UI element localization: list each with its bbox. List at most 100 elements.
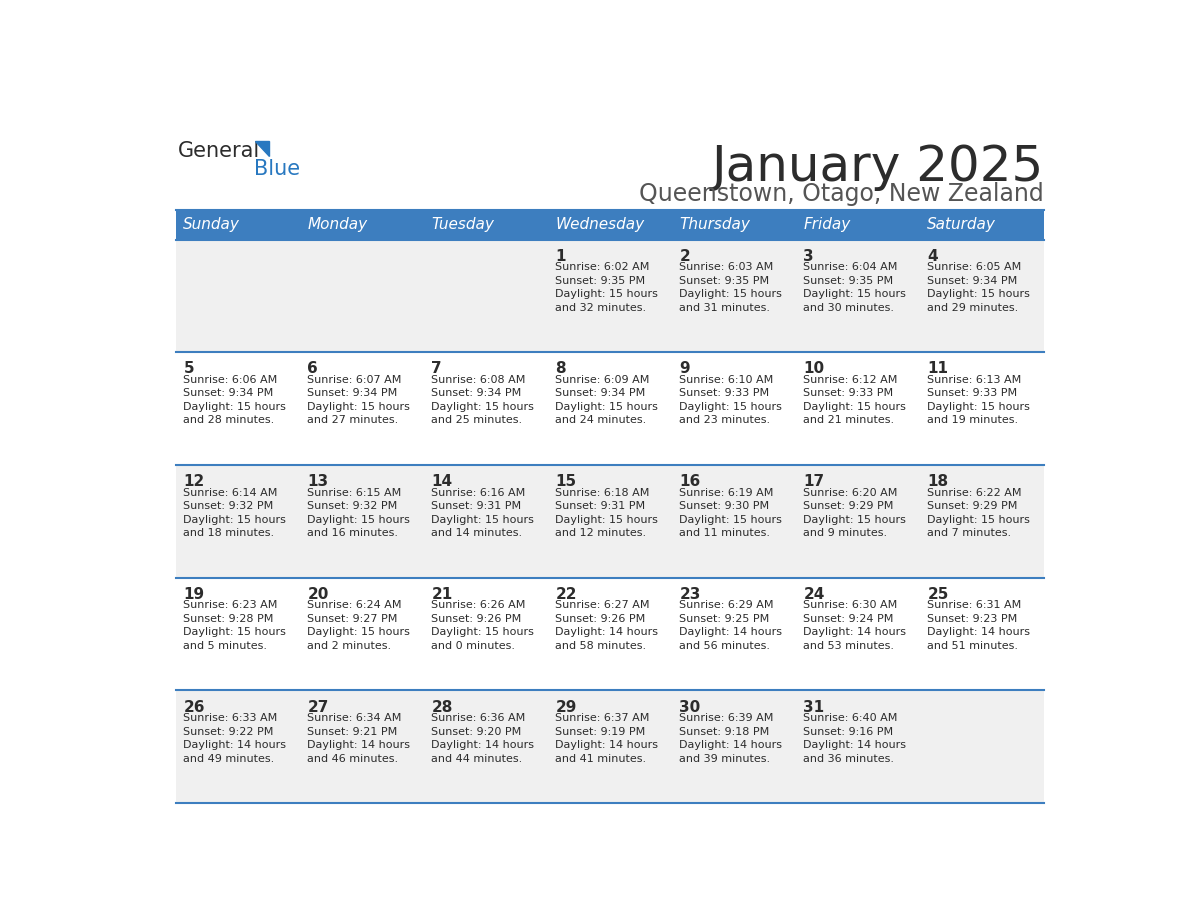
Text: 2: 2: [680, 249, 690, 263]
Text: Sunrise: 6:40 AM: Sunrise: 6:40 AM: [803, 713, 898, 723]
Text: Sunset: 9:34 PM: Sunset: 9:34 PM: [928, 275, 1018, 285]
Text: Sunset: 9:29 PM: Sunset: 9:29 PM: [803, 501, 893, 511]
Text: and 44 minutes.: and 44 minutes.: [431, 754, 523, 764]
Text: and 56 minutes.: and 56 minutes.: [680, 641, 770, 651]
Text: Daylight: 14 hours: Daylight: 14 hours: [803, 627, 906, 637]
Text: Sunrise: 6:16 AM: Sunrise: 6:16 AM: [431, 487, 525, 498]
Text: Monday: Monday: [308, 218, 367, 232]
Text: Sunrise: 6:29 AM: Sunrise: 6:29 AM: [680, 600, 773, 610]
Text: and 41 minutes.: and 41 minutes.: [555, 754, 646, 764]
Text: Sunrise: 6:05 AM: Sunrise: 6:05 AM: [928, 263, 1022, 273]
Text: and 23 minutes.: and 23 minutes.: [680, 415, 771, 425]
Text: and 21 minutes.: and 21 minutes.: [803, 415, 895, 425]
Text: Daylight: 14 hours: Daylight: 14 hours: [183, 740, 286, 750]
Text: Sunrise: 6:10 AM: Sunrise: 6:10 AM: [680, 375, 773, 385]
Text: Daylight: 15 hours: Daylight: 15 hours: [308, 515, 410, 525]
Text: Sunset: 9:21 PM: Sunset: 9:21 PM: [308, 727, 398, 736]
Text: Sunset: 9:24 PM: Sunset: 9:24 PM: [803, 614, 893, 624]
Text: Sunset: 9:34 PM: Sunset: 9:34 PM: [555, 388, 645, 398]
Text: and 29 minutes.: and 29 minutes.: [928, 303, 1018, 313]
Text: Daylight: 15 hours: Daylight: 15 hours: [308, 627, 410, 637]
Text: Sunset: 9:33 PM: Sunset: 9:33 PM: [680, 388, 770, 398]
Text: and 28 minutes.: and 28 minutes.: [183, 415, 274, 425]
Text: 19: 19: [183, 587, 204, 602]
Text: Sunrise: 6:20 AM: Sunrise: 6:20 AM: [803, 487, 898, 498]
Text: 18: 18: [928, 475, 948, 489]
Text: Daylight: 15 hours: Daylight: 15 hours: [555, 515, 658, 525]
Text: 7: 7: [431, 362, 442, 376]
Text: and 11 minutes.: and 11 minutes.: [680, 528, 770, 538]
Text: Sunset: 9:16 PM: Sunset: 9:16 PM: [803, 727, 893, 736]
Text: Sunrise: 6:04 AM: Sunrise: 6:04 AM: [803, 263, 898, 273]
Text: and 25 minutes.: and 25 minutes.: [431, 415, 523, 425]
Text: and 19 minutes.: and 19 minutes.: [928, 415, 1018, 425]
Text: 9: 9: [680, 362, 690, 376]
Text: Sunset: 9:33 PM: Sunset: 9:33 PM: [803, 388, 893, 398]
Text: Daylight: 14 hours: Daylight: 14 hours: [308, 740, 410, 750]
Text: Sunrise: 6:22 AM: Sunrise: 6:22 AM: [928, 487, 1022, 498]
Text: Daylight: 14 hours: Daylight: 14 hours: [928, 627, 1030, 637]
Text: and 51 minutes.: and 51 minutes.: [928, 641, 1018, 651]
FancyBboxPatch shape: [176, 210, 1043, 240]
Text: Sunset: 9:34 PM: Sunset: 9:34 PM: [431, 388, 522, 398]
Text: Sunrise: 6:36 AM: Sunrise: 6:36 AM: [431, 713, 525, 723]
Text: Sunrise: 6:09 AM: Sunrise: 6:09 AM: [555, 375, 650, 385]
Text: 22: 22: [555, 587, 577, 602]
Text: Sunrise: 6:02 AM: Sunrise: 6:02 AM: [555, 263, 650, 273]
Text: Sunset: 9:31 PM: Sunset: 9:31 PM: [555, 501, 645, 511]
Text: Daylight: 15 hours: Daylight: 15 hours: [183, 515, 286, 525]
Text: Sunset: 9:31 PM: Sunset: 9:31 PM: [431, 501, 522, 511]
Text: Sunset: 9:34 PM: Sunset: 9:34 PM: [183, 388, 273, 398]
Text: Daylight: 15 hours: Daylight: 15 hours: [803, 402, 906, 412]
Text: and 9 minutes.: and 9 minutes.: [803, 528, 887, 538]
Text: Sunrise: 6:03 AM: Sunrise: 6:03 AM: [680, 263, 773, 273]
Text: Daylight: 15 hours: Daylight: 15 hours: [680, 402, 782, 412]
Text: Sunday: Sunday: [183, 218, 240, 232]
Text: Sunrise: 6:07 AM: Sunrise: 6:07 AM: [308, 375, 402, 385]
Text: Daylight: 15 hours: Daylight: 15 hours: [555, 289, 658, 299]
Text: Daylight: 15 hours: Daylight: 15 hours: [555, 402, 658, 412]
Text: Sunrise: 6:19 AM: Sunrise: 6:19 AM: [680, 487, 773, 498]
Text: Sunset: 9:27 PM: Sunset: 9:27 PM: [308, 614, 398, 624]
Text: 27: 27: [308, 700, 329, 715]
Text: 3: 3: [803, 249, 814, 263]
Text: Sunrise: 6:33 AM: Sunrise: 6:33 AM: [183, 713, 278, 723]
Text: Daylight: 14 hours: Daylight: 14 hours: [680, 627, 783, 637]
Text: Sunrise: 6:30 AM: Sunrise: 6:30 AM: [803, 600, 898, 610]
Text: Sunset: 9:33 PM: Sunset: 9:33 PM: [928, 388, 1017, 398]
Text: Sunset: 9:32 PM: Sunset: 9:32 PM: [183, 501, 273, 511]
Text: 4: 4: [928, 249, 939, 263]
Text: Daylight: 15 hours: Daylight: 15 hours: [928, 289, 1030, 299]
Text: Sunset: 9:26 PM: Sunset: 9:26 PM: [431, 614, 522, 624]
Text: 15: 15: [555, 475, 576, 489]
Text: Daylight: 15 hours: Daylight: 15 hours: [803, 289, 906, 299]
Text: and 31 minutes.: and 31 minutes.: [680, 303, 770, 313]
Text: Daylight: 15 hours: Daylight: 15 hours: [183, 402, 286, 412]
Text: and 12 minutes.: and 12 minutes.: [555, 528, 646, 538]
FancyBboxPatch shape: [176, 577, 1043, 690]
Text: 8: 8: [555, 362, 565, 376]
Text: 28: 28: [431, 700, 453, 715]
Text: 24: 24: [803, 587, 824, 602]
Text: 13: 13: [308, 475, 329, 489]
Text: Sunrise: 6:27 AM: Sunrise: 6:27 AM: [555, 600, 650, 610]
Text: 21: 21: [431, 587, 453, 602]
Text: Sunset: 9:25 PM: Sunset: 9:25 PM: [680, 614, 770, 624]
Text: Daylight: 14 hours: Daylight: 14 hours: [555, 740, 658, 750]
Text: Sunrise: 6:37 AM: Sunrise: 6:37 AM: [555, 713, 650, 723]
Text: Daylight: 15 hours: Daylight: 15 hours: [431, 627, 535, 637]
Polygon shape: [255, 141, 270, 156]
Text: and 53 minutes.: and 53 minutes.: [803, 641, 895, 651]
Text: 14: 14: [431, 475, 453, 489]
Text: 29: 29: [555, 700, 576, 715]
FancyBboxPatch shape: [176, 353, 1043, 465]
Text: Saturday: Saturday: [928, 218, 997, 232]
Text: Sunrise: 6:06 AM: Sunrise: 6:06 AM: [183, 375, 278, 385]
Text: and 49 minutes.: and 49 minutes.: [183, 754, 274, 764]
Text: Sunset: 9:23 PM: Sunset: 9:23 PM: [928, 614, 1018, 624]
Text: January 2025: January 2025: [712, 143, 1043, 191]
Text: Daylight: 14 hours: Daylight: 14 hours: [680, 740, 783, 750]
Text: Sunset: 9:20 PM: Sunset: 9:20 PM: [431, 727, 522, 736]
Text: Daylight: 15 hours: Daylight: 15 hours: [680, 515, 782, 525]
Text: and 16 minutes.: and 16 minutes.: [308, 528, 398, 538]
